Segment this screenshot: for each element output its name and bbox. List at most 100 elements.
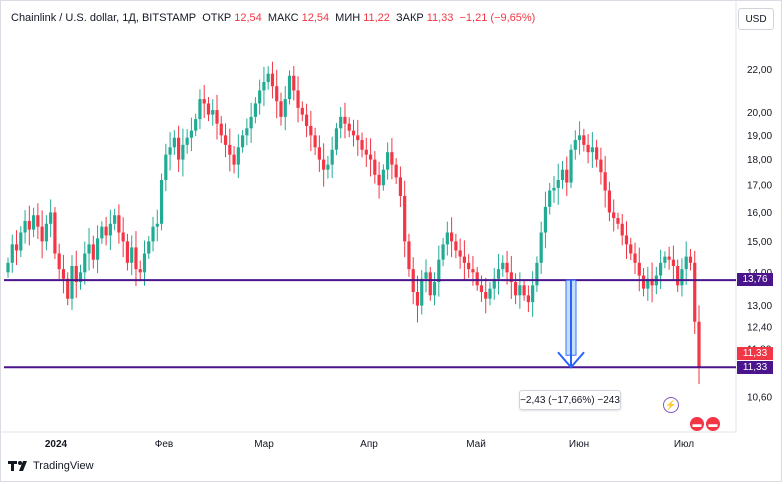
- candle-body: [415, 291, 420, 306]
- candle-body: [147, 241, 151, 254]
- level-low-price-tag: 11,33: [737, 361, 773, 375]
- candle-body: [492, 278, 496, 289]
- candle-body: [236, 147, 240, 165]
- candle-body: [403, 195, 407, 242]
- candle-body: [168, 147, 172, 155]
- candle-body: [125, 241, 130, 263]
- candle-body: [368, 154, 373, 160]
- candle-body: [484, 291, 488, 299]
- candle-body: [262, 81, 266, 91]
- candle-body: [595, 147, 599, 160]
- candle-body: [377, 174, 381, 186]
- measure-tool[interactable]: [557, 279, 585, 369]
- candle-body: [49, 212, 53, 224]
- candle-body: [266, 73, 270, 82]
- candle-body: [680, 269, 684, 286]
- candle-body: [40, 226, 44, 242]
- candle-body: [215, 110, 219, 124]
- high-value: 12,54: [301, 12, 330, 24]
- candle-body: [317, 147, 321, 160]
- time-tick-label: Май: [466, 439, 486, 450]
- candle-body: [424, 272, 428, 279]
- candle-body: [501, 262, 505, 270]
- currency-button[interactable]: USD: [738, 8, 774, 30]
- candle-body: [565, 169, 569, 183]
- candle-body: [407, 241, 411, 270]
- candle-body: [189, 130, 194, 138]
- candle-body: [663, 256, 667, 263]
- candle-body: [599, 159, 603, 173]
- candle-body: [253, 103, 257, 117]
- candle-body: [437, 259, 441, 283]
- candle-body: [202, 99, 206, 104]
- candle-body: [211, 110, 215, 115]
- candle-body: [36, 215, 40, 227]
- us-flag-event-icon-2[interactable]: ▬: [706, 417, 720, 431]
- time-axis: 2024 Фев Мар Апр Май Июн Июл: [45, 439, 694, 450]
- candle-body: [522, 285, 526, 296]
- candle-body: [646, 278, 650, 289]
- candle-body: [296, 90, 300, 108]
- candle-body: [552, 187, 556, 191]
- candle-body: [398, 177, 403, 196]
- candle-body: [556, 179, 560, 188]
- candle-body: [87, 244, 91, 254]
- candle-body: [641, 275, 646, 289]
- price-tick-label: 19,00: [747, 131, 772, 142]
- candle-body: [659, 262, 663, 276]
- candle-body: [330, 149, 334, 165]
- candle-body: [381, 169, 385, 186]
- measure-arrow-head: [557, 351, 585, 369]
- candle-body: [420, 278, 424, 306]
- candle-body: [164, 154, 168, 180]
- tradingview-brand[interactable]: TradingView: [33, 460, 94, 472]
- candle-body: [91, 244, 95, 260]
- candle-body: [607, 190, 612, 213]
- candle-body: [603, 172, 607, 191]
- candle-body: [650, 278, 654, 286]
- candle-body: [509, 272, 513, 283]
- candle-body: [245, 128, 249, 136]
- candle-body: [130, 247, 134, 263]
- candle-body: [95, 238, 100, 260]
- candle-body: [121, 232, 125, 242]
- candle-body: [488, 288, 492, 299]
- last-price-tag: 11,33: [737, 347, 773, 361]
- candle-body: [159, 179, 164, 224]
- flash-event-icon[interactable]: ⚡: [663, 397, 679, 413]
- time-tick-label: Апр: [360, 439, 378, 450]
- candle-body: [66, 278, 70, 299]
- candle-body: [496, 269, 501, 279]
- candle-body: [471, 269, 475, 273]
- candle-body: [304, 114, 309, 127]
- open-value: 12,54: [234, 12, 262, 24]
- candle-body: [539, 232, 543, 263]
- candle-body: [339, 116, 343, 129]
- price-tick-label: 16,00: [747, 208, 772, 219]
- candle-body: [19, 232, 23, 251]
- symbol-title[interactable]: Chainlink / U.S. dollar, 1Д, BITSTAMP: [11, 12, 197, 24]
- time-tick-label: Мар: [254, 439, 274, 450]
- high-label: МАКС: [267, 12, 299, 24]
- candle-body: [347, 123, 351, 131]
- open-label: ОТКР: [202, 12, 232, 24]
- candle-body: [279, 101, 283, 117]
- candle-body: [569, 149, 573, 183]
- time-tick-label: Июн: [569, 439, 589, 450]
- candle-body: [373, 159, 377, 175]
- us-flag-event-icon[interactable]: ▬: [690, 417, 704, 431]
- candle-body: [334, 128, 339, 150]
- candle-body: [219, 123, 223, 136]
- candle-body: [671, 259, 676, 266]
- time-tick-label: Июл: [674, 439, 694, 450]
- candle-body: [445, 232, 449, 245]
- candle-body: [548, 190, 552, 207]
- candle-body: [467, 262, 471, 270]
- candle-body: [100, 226, 104, 239]
- candle-body: [684, 256, 688, 270]
- candle-body: [356, 135, 360, 141]
- candle-body: [134, 247, 138, 270]
- candle-body: [223, 135, 228, 145]
- candle-body: [624, 235, 629, 245]
